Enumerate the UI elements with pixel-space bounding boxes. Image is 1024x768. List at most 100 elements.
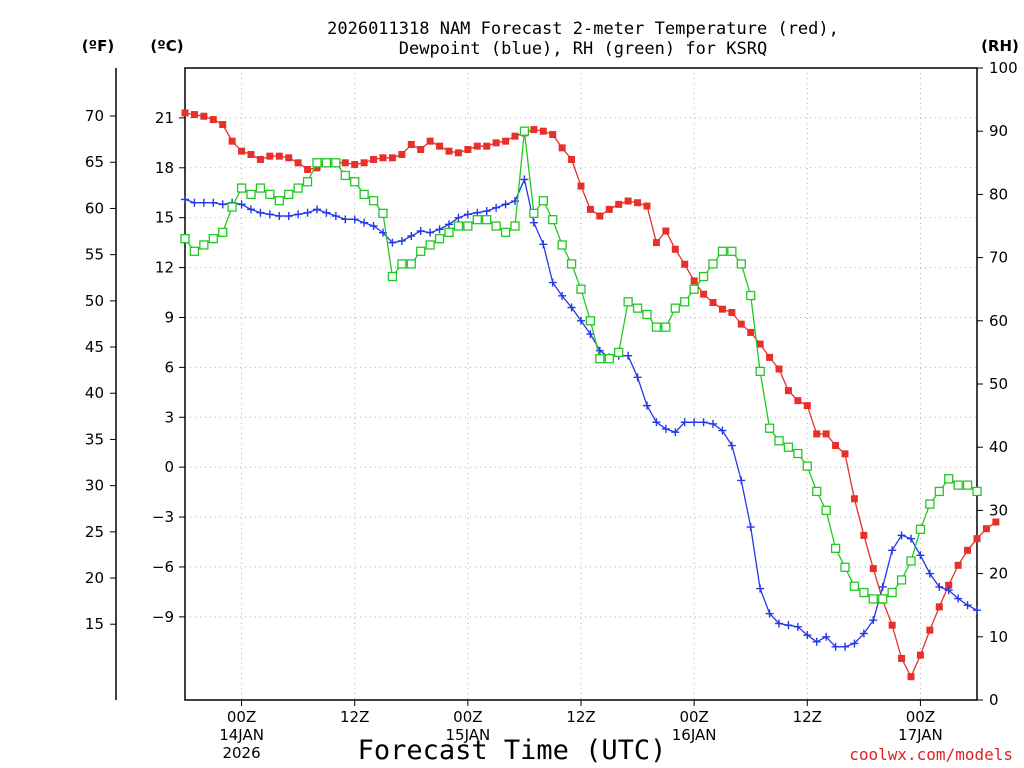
- data-point: [784, 387, 792, 395]
- data-point: [454, 149, 462, 157]
- data-point: [445, 220, 453, 229]
- data-point: [322, 208, 331, 217]
- rh-tick-label: 50: [989, 375, 1008, 393]
- data-point: [699, 418, 708, 427]
- data-point: [717, 246, 728, 256]
- data-point: [803, 402, 811, 410]
- data-point: [755, 366, 765, 377]
- data-point: [670, 303, 680, 313]
- data-point: [350, 177, 360, 187]
- data-point: [727, 246, 737, 256]
- data-point: [368, 196, 379, 206]
- data-point: [813, 430, 821, 438]
- x-tick-label: 00Z: [906, 708, 935, 726]
- data-point: [416, 226, 425, 235]
- data-point: [294, 159, 302, 167]
- axis-tick-labels: 706560555045403530252015211815129630−3−6…: [85, 59, 1018, 762]
- data-point: [200, 112, 208, 120]
- data-point: [680, 297, 690, 307]
- data-point: [850, 495, 858, 503]
- data-point: [944, 474, 954, 484]
- data-point: [775, 619, 783, 628]
- data-point: [765, 609, 774, 618]
- data-point: [623, 297, 633, 307]
- data-point: [680, 418, 689, 427]
- data-point: [869, 616, 878, 625]
- data-point: [397, 236, 406, 245]
- data-point: [549, 131, 557, 139]
- data-point: [218, 200, 227, 209]
- data-point: [492, 203, 501, 212]
- celsius-tick-label: 12: [155, 259, 174, 277]
- data-point: [566, 259, 577, 269]
- data-point: [255, 183, 266, 193]
- data-point: [793, 448, 803, 459]
- data-point: [832, 442, 840, 450]
- data-point: [576, 284, 586, 294]
- data-point: [945, 581, 953, 589]
- data-point: [275, 152, 283, 160]
- data-point: [822, 632, 831, 641]
- celsius-tick-label: 3: [164, 408, 174, 426]
- data-point: [802, 461, 812, 471]
- data-point: [529, 218, 538, 227]
- data-point: [285, 154, 293, 162]
- data-point: [378, 208, 388, 219]
- data-point: [434, 233, 445, 244]
- data-point: [274, 196, 284, 206]
- data-point: [916, 551, 925, 560]
- fahrenheit-unit-label: (ºF): [82, 37, 114, 55]
- data-point: [529, 208, 539, 219]
- data-point: [520, 175, 529, 184]
- data-point: [341, 159, 349, 167]
- data-point: [236, 183, 247, 193]
- data-point: [709, 299, 717, 307]
- x-tick-label: 12Z: [340, 708, 369, 726]
- data-point: [491, 221, 501, 231]
- data-point: [247, 205, 255, 214]
- data-point: [312, 158, 322, 168]
- x-tick-label: 2026: [222, 744, 260, 762]
- data-point: [662, 227, 670, 235]
- data-point: [407, 141, 415, 149]
- data-point: [199, 198, 208, 207]
- data-point: [246, 189, 256, 200]
- data-point: [519, 126, 530, 136]
- celsius-tick-label: 9: [164, 308, 174, 326]
- data-point: [671, 428, 680, 437]
- data-point: [266, 152, 274, 160]
- data-point: [661, 322, 671, 332]
- data-point: [604, 354, 614, 364]
- data-point: [812, 637, 821, 646]
- data-point: [209, 198, 218, 207]
- data-point: [596, 212, 604, 220]
- data-point: [511, 132, 519, 140]
- data-point: [850, 639, 859, 648]
- data-point: [689, 284, 699, 294]
- data-point: [284, 212, 293, 221]
- data-point: [568, 155, 576, 163]
- data-point: [397, 259, 407, 269]
- data-point: [208, 233, 218, 244]
- data-point: [227, 202, 237, 212]
- data-point: [775, 365, 783, 373]
- data-point: [962, 480, 973, 490]
- data-point: [632, 303, 643, 313]
- data-point: [860, 531, 868, 539]
- data-point: [953, 480, 963, 490]
- data-point: [426, 137, 434, 145]
- grid-lines: [185, 68, 977, 700]
- data-point: [567, 303, 576, 312]
- data-point: [934, 486, 944, 497]
- data-point: [577, 316, 585, 325]
- rh-unit-label: (RH): [981, 37, 1019, 55]
- data-point: [643, 202, 651, 210]
- data-point: [926, 626, 934, 634]
- data-point: [501, 200, 510, 209]
- data-point: [925, 499, 935, 509]
- fahrenheit-tick-label: 40: [85, 384, 104, 402]
- data-point: [351, 160, 359, 168]
- celsius-tick-label: −6: [152, 558, 174, 576]
- data-point: [954, 561, 962, 569]
- data-point: [747, 328, 755, 336]
